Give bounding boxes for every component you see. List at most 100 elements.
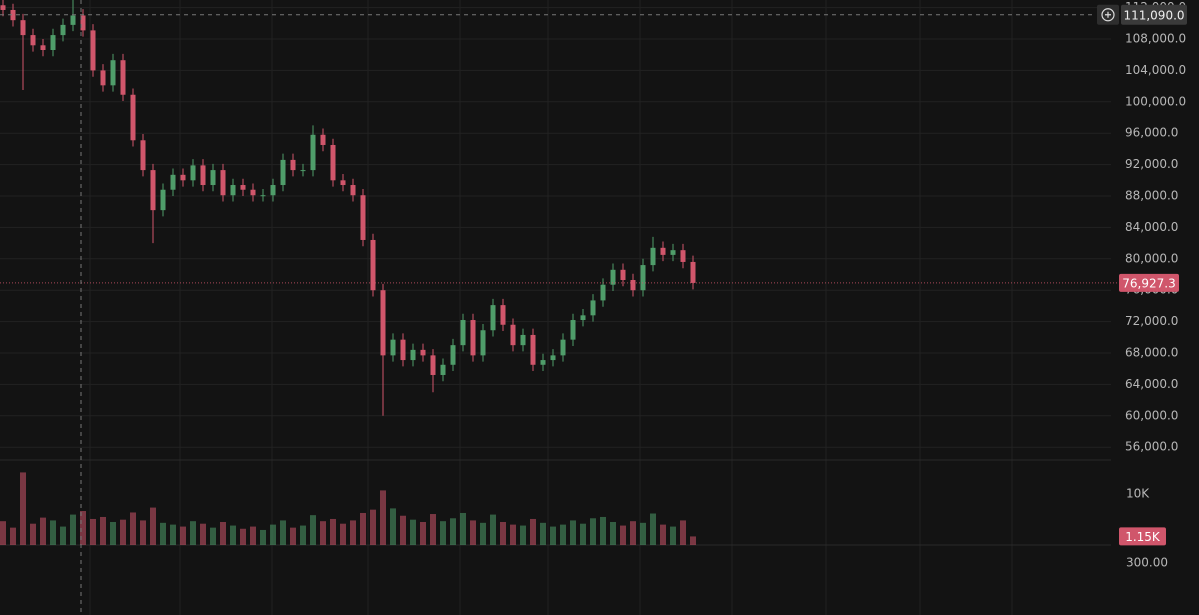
volume-bar [50, 520, 56, 545]
volume-bar [500, 521, 506, 545]
volume-bar [210, 527, 216, 545]
candle-body [60, 24, 66, 36]
volume-bar [270, 524, 276, 545]
volume-bar [310, 515, 316, 545]
y-tick-label: 88,000.0 [1125, 189, 1178, 203]
volume-bar [650, 513, 656, 545]
volume-bar [680, 520, 686, 545]
candle-body [650, 247, 656, 266]
y-tick-label: 68,000.0 [1125, 346, 1178, 360]
volume-bar [440, 521, 446, 545]
volume-bar [240, 528, 246, 545]
candle-body [220, 170, 226, 196]
volume-bar [390, 508, 396, 545]
candle-body [420, 349, 426, 356]
candle-body [170, 174, 176, 190]
candle-body [400, 339, 406, 361]
candle-body [440, 364, 446, 375]
volume-bar [70, 514, 76, 545]
candle-body [100, 70, 106, 86]
candle-body [630, 280, 636, 291]
volume-bar [480, 522, 486, 545]
volume-bar [10, 527, 16, 545]
candle-body [300, 170, 306, 172]
candle-body [370, 239, 376, 291]
volume-bar [610, 521, 616, 545]
candle-body [560, 339, 566, 356]
candle-body [110, 60, 116, 86]
candle-body [550, 355, 556, 361]
y-tick-label: 104,000.0 [1125, 63, 1186, 77]
candle-body [230, 185, 236, 196]
volume-bar [150, 507, 156, 545]
candle-body [430, 355, 436, 375]
y-tick-label: 108,000.0 [1125, 32, 1186, 46]
candle-body [130, 94, 136, 141]
candle-body [180, 174, 186, 181]
y-tick-label: 72,000.0 [1125, 314, 1178, 328]
volume-bar [90, 518, 96, 545]
candle-body [250, 189, 256, 196]
candle-body [200, 165, 206, 186]
crosshair-add-icon [1101, 8, 1115, 22]
volume-bar [510, 524, 516, 545]
candle-body [670, 250, 676, 255]
candle-body [350, 185, 356, 196]
y-tick-label: 92,000.0 [1125, 157, 1178, 171]
candle-body [140, 140, 146, 171]
volume-bar [80, 511, 86, 545]
crosshair-add-plus [1105, 11, 1111, 18]
volume-bar [140, 520, 146, 545]
volume-tick-label: 300.00 [1126, 555, 1168, 569]
candle-body [390, 339, 396, 356]
candle-body [570, 320, 576, 340]
candle-body [210, 170, 216, 186]
candle-body [320, 134, 326, 145]
candle-body [20, 20, 26, 36]
vertical-grid [89, 0, 1013, 615]
candle-body [270, 185, 276, 196]
volume-bar [550, 526, 556, 545]
volume-bar [470, 520, 476, 545]
volume-bar [0, 521, 6, 545]
volume-bar [640, 522, 646, 545]
volume-bar [530, 518, 536, 545]
last-price-label: 76,927.3 [1122, 276, 1175, 290]
candle-body [90, 30, 96, 71]
volume-bar [620, 525, 626, 545]
volume-bar [600, 516, 606, 545]
candle-body [120, 60, 126, 95]
candle-body [290, 159, 296, 171]
volume-bar [320, 521, 326, 545]
volume-bar [350, 520, 356, 545]
last-volume-label: 1.15K [1125, 530, 1161, 544]
candle-body [240, 185, 246, 190]
candle-body [50, 35, 56, 51]
volume-bar [170, 524, 176, 545]
candle-body [310, 134, 316, 171]
volume-bar [30, 523, 36, 545]
volume-bar [690, 536, 696, 545]
volume-bar [160, 522, 166, 545]
candle-body [380, 290, 386, 356]
volume-bar [290, 527, 296, 545]
volume-bar [200, 523, 206, 545]
candle-body [530, 334, 536, 365]
volume-tick-label: 10K [1126, 486, 1150, 500]
candle-body [540, 360, 546, 365]
y-tick-label: 80,000.0 [1125, 251, 1178, 265]
crosshair-price-box [1121, 4, 1187, 25]
y-tick-label: 96,000.0 [1125, 126, 1178, 140]
volume-bar [570, 520, 576, 545]
crosshair-price-label: 111,090.0 [1123, 8, 1184, 22]
candle-body [280, 159, 286, 186]
last-price-box [1119, 273, 1179, 292]
volume-bar [560, 524, 566, 545]
candle-body [640, 265, 646, 291]
candle-body [150, 170, 156, 211]
candle-body [500, 305, 506, 325]
candle-body [580, 315, 586, 321]
